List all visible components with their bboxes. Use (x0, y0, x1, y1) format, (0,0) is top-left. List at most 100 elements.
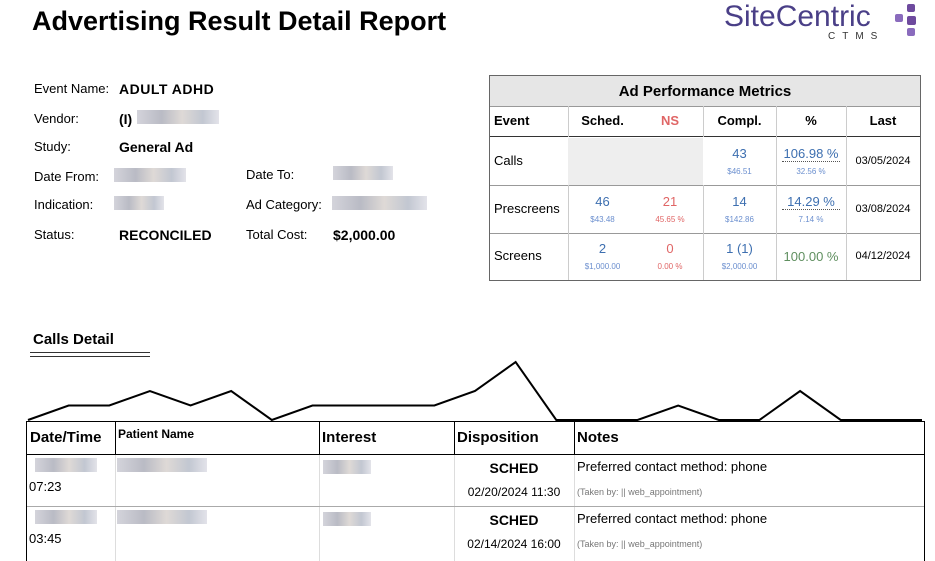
label: Date From: (34, 169, 100, 184)
redacted (117, 510, 207, 524)
metric-value: 21 (662, 194, 678, 209)
metric-value: 14 (732, 194, 747, 209)
last-date: 04/12/2024 (855, 250, 911, 262)
divider (490, 185, 920, 186)
column-header: NS (660, 113, 680, 128)
underline (30, 352, 150, 353)
notes: Preferred contact method: phone (577, 459, 768, 474)
last-date: 03/05/2024 (855, 155, 911, 167)
label: Total Cost: (246, 227, 308, 242)
metric-sub: 7.14 % (798, 215, 824, 224)
label: Vendor: (34, 111, 79, 126)
metric-sub: $43.48 (590, 215, 615, 224)
taken-by: (Taken by: || web_appointment) (577, 487, 703, 497)
metric-cell: 46 $43.48 (568, 185, 637, 233)
column-header: Disposition (457, 429, 539, 446)
label: Status: (34, 227, 75, 242)
redacted (114, 196, 164, 210)
redacted (137, 110, 219, 124)
redacted (35, 510, 97, 524)
metric-value: 2 (598, 241, 607, 256)
label: Date To: (246, 167, 295, 182)
value: ADULT ADHD (119, 81, 215, 97)
column-divider (454, 422, 455, 454)
metric-value: 46 (595, 194, 610, 209)
last-date: 03/08/2024 (855, 203, 911, 215)
disposition-date: 02/14/2024 16:00 (467, 537, 561, 551)
column-header: Event (494, 113, 530, 128)
value: General Ad (119, 139, 194, 155)
metric-cell: 1 (1) $2,000.00 (703, 233, 776, 279)
column-header: Last (869, 113, 897, 128)
metric-sub: $142.86 (725, 215, 754, 224)
column-divider (319, 422, 320, 454)
metric-sub: $2,000.00 (721, 262, 758, 271)
column-header: Date/Time (30, 429, 102, 446)
metric-sub: 32.56 % (796, 167, 826, 176)
section-title: Calls Detail (33, 331, 114, 348)
metric-sub: 45.65 % (655, 215, 685, 224)
metric-value: 0 (666, 241, 674, 256)
divider (27, 454, 924, 455)
metric-cell: 106.98 % 32.56 % (776, 137, 846, 185)
metric-cell: 14.29 % 7.14 % (776, 185, 846, 233)
redacted (323, 460, 371, 474)
time: 07:23 (29, 479, 62, 494)
column-header: Notes (577, 429, 619, 446)
metrics-title-bar (490, 76, 920, 107)
disposition-date: 02/20/2024 11:30 (467, 485, 561, 499)
redacted (114, 168, 186, 182)
divider (490, 136, 920, 137)
metrics-title: Ad Performance Metrics (618, 83, 792, 100)
redacted (35, 458, 97, 472)
metric-value: 106.98 % (783, 146, 839, 161)
column-divider (776, 106, 777, 280)
column-header: Compl. (717, 113, 762, 128)
column-divider (568, 106, 569, 137)
metric-value: 1 (1) (726, 241, 753, 256)
column-header: Sched. (581, 113, 624, 128)
column-divider (846, 106, 847, 280)
value: RECONCILED (119, 227, 212, 243)
metric-cell: 2 $1,000.00 (568, 233, 637, 279)
column-divider (703, 185, 704, 280)
calls-table: Date/Time Patient Name Interest Disposition… (26, 421, 925, 561)
column-header: Patient Name (118, 427, 195, 441)
metric-cell: 14 $142.86 (703, 185, 776, 233)
metric-cell: 43 $46.51 (703, 137, 776, 185)
event-name: Screens (494, 248, 542, 263)
metric-value: 100.00 % (783, 248, 839, 264)
divider (490, 233, 920, 234)
column-divider (454, 454, 455, 561)
calls-body: Date/Time Patient Name Interest Disposition… (27, 422, 924, 561)
sparkline-chart (27, 360, 922, 422)
metric-cell: 0 0.00 % (637, 233, 703, 279)
column-divider (574, 454, 575, 561)
column-divider (703, 106, 704, 137)
column-divider (574, 422, 575, 454)
empty-cell (568, 138, 703, 185)
divider (27, 506, 924, 507)
notes: Preferred contact method: phone (577, 511, 768, 526)
redacted (332, 196, 427, 210)
column-divider (568, 185, 569, 280)
metric-sub: $1,000.00 (584, 262, 621, 271)
column-divider (115, 422, 116, 454)
logo-icon (895, 4, 916, 36)
value: (I) (119, 111, 133, 127)
label: Indication: (34, 197, 94, 212)
event-name: Calls (494, 153, 523, 168)
taken-by: (Taken by: || web_appointment) (577, 539, 703, 549)
report-title: Advertising Result Detail Report (32, 6, 447, 36)
metrics-body: Event Sched. NS Compl.% Last Calls 43 $46.51 106… (490, 76, 920, 280)
metric-value: 14.29 % (787, 194, 835, 209)
logo: SiteCentric (724, 0, 871, 33)
metric-sub: $46.51 (727, 167, 752, 176)
label: Ad Category: (246, 197, 322, 212)
logo-sub: CTMS (828, 31, 885, 42)
time: 03:45 (29, 531, 62, 546)
column-header: % (805, 113, 817, 128)
label: Study: (34, 139, 71, 154)
redacted (117, 458, 207, 472)
